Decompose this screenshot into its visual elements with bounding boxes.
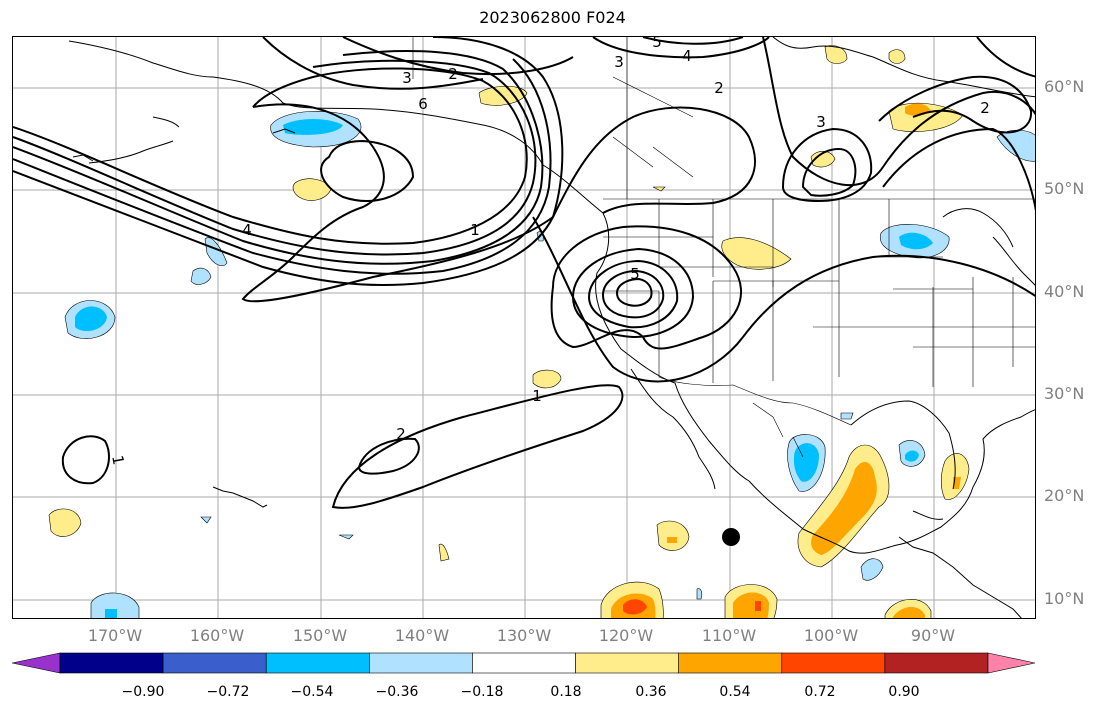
lon-label-110w: 110°W [701, 626, 757, 645]
colorbar-swatch-min-extend [12, 652, 61, 674]
contour-label: 4 [242, 221, 252, 239]
map-canvas: 1 1 1 2 2 2 2 3 3 3 4 4 5 5 6 [13, 37, 1035, 618]
lon-label-90w: 90°W [910, 626, 956, 645]
lat-label-60n: 60°N [1044, 77, 1085, 96]
colorbar-tick-label: −0.54 [290, 684, 334, 700]
lon-label-100w: 100°W [803, 626, 859, 645]
lat-label-30n: 30°N [1044, 384, 1085, 403]
colorbar-swatch [884, 652, 989, 674]
colorbar-swatch [781, 652, 886, 674]
colorbar-tick-label: 0.90 [888, 684, 920, 700]
pos-anomaly-region [532, 369, 562, 389]
neg-anomaly-region [190, 267, 212, 285]
pos-anomaly-region [810, 150, 836, 168]
contour-label: 4 [682, 47, 692, 65]
neg-anomaly-region [696, 588, 703, 600]
colorbar-tick-label: 0.18 [550, 684, 582, 700]
lon-label-170w: 170°W [87, 626, 143, 645]
neg-anomaly-core [899, 232, 933, 250]
contour-label: 3 [402, 69, 412, 87]
lon-label-160w: 160°W [189, 626, 245, 645]
colorbar-swatch [162, 652, 267, 674]
contour-label: 2 [396, 425, 406, 443]
map-panel[interactable]: 1 1 1 2 2 2 2 3 3 3 4 4 5 5 6 [12, 36, 1036, 619]
neg-anomaly-region [200, 516, 212, 524]
neg-anomaly-region [840, 412, 854, 420]
neg-anomaly-region [338, 534, 354, 540]
colorbar-swatch [678, 652, 783, 674]
contour-label: 5 [652, 37, 662, 51]
pos-anomaly-core [811, 462, 877, 555]
contour-label: 2 [714, 79, 724, 97]
pos-anomaly-peak [623, 599, 647, 615]
colorbar-tick-label: 0.54 [719, 684, 751, 700]
map-title: 2023062800 F024 [479, 8, 626, 27]
shaded-regions [48, 45, 1035, 618]
neg-anomaly-core [793, 443, 819, 482]
contour-label: 5 [630, 265, 640, 283]
pos-anomaly-region [824, 45, 848, 64]
colorbar-swatch-max-extend [987, 652, 1036, 674]
pos-anomaly-region [888, 49, 906, 64]
contour-label: 1 [108, 454, 127, 467]
neg-anomaly-core [283, 119, 343, 135]
graticule [13, 37, 1035, 618]
colorbar-tick-label: 0.72 [804, 684, 836, 700]
contour-label: 2 [448, 65, 458, 83]
lon-label-130w: 130°W [496, 626, 552, 645]
lat-label-40n: 40°N [1044, 282, 1085, 301]
colorbar [12, 652, 1036, 674]
colorbar-swatch [472, 652, 576, 674]
colorbar-tick-label: −0.90 [121, 684, 165, 700]
contour-label: 1 [470, 221, 480, 239]
lon-label-140w: 140°W [394, 626, 450, 645]
neg-anomaly-core [905, 450, 919, 462]
lon-label-120w: 120°W [598, 626, 654, 645]
pos-anomaly-region [438, 543, 450, 562]
colorbar-swatch [59, 652, 164, 674]
contour-label: 1 [532, 387, 542, 405]
pos-anomaly-region [48, 508, 82, 537]
contour-lines [13, 37, 1035, 509]
lat-label-50n: 50°N [1044, 179, 1085, 198]
pos-anomaly-core [733, 592, 769, 618]
colorbar-tick-label: 0.36 [635, 684, 667, 700]
colorbar-swatch [575, 652, 679, 674]
pos-anomaly-region [656, 520, 690, 551]
colorbar-swatch [369, 652, 473, 674]
pos-anomaly-region [652, 186, 666, 192]
colorbar-tick-label: −0.18 [460, 684, 504, 700]
contour-label-group: 1 1 1 2 2 2 2 3 3 3 4 4 5 5 6 [108, 37, 990, 466]
colorbar-tick-label: −0.72 [206, 684, 250, 700]
pos-anomaly-region [721, 237, 792, 270]
colorbar-swatch [265, 652, 370, 674]
pos-anomaly-region [292, 178, 332, 201]
contour-label: 3 [816, 113, 826, 131]
lat-label-20n: 20°N [1044, 486, 1085, 505]
coastlines [68, 37, 1035, 618]
lat-label-10n: 10°N [1044, 589, 1085, 608]
pos-anomaly-core [667, 537, 677, 543]
contour-label: 2 [980, 99, 990, 117]
contour-label: 6 [418, 95, 428, 113]
pos-anomaly-core [893, 607, 925, 618]
neg-anomaly-region [90, 592, 140, 618]
neg-anomaly-region [860, 558, 884, 581]
neg-anomaly-region [204, 237, 228, 266]
neg-anomaly-core [75, 306, 107, 332]
colorbar-tick-label: −0.36 [375, 684, 419, 700]
contour-label: 3 [614, 53, 624, 71]
pos-anomaly-peak [755, 601, 761, 611]
location-marker [722, 528, 740, 546]
neg-anomaly-core [105, 609, 117, 618]
lon-label-150w: 150°W [292, 626, 348, 645]
